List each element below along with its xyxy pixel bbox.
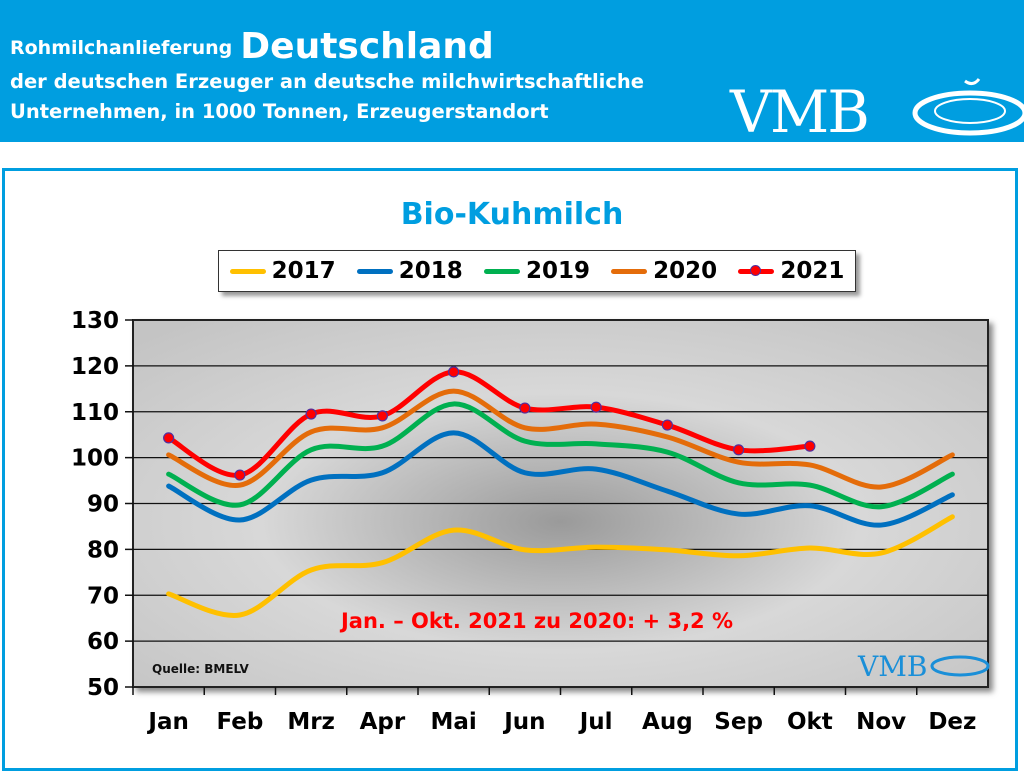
- series-line-2017: [166, 514, 955, 618]
- header-subtitle-2: Unternehmen, in 1000 Tonnen, Erzeugersta…: [10, 100, 549, 123]
- x-tick-label: Sep: [714, 709, 763, 735]
- legend-swatch: [229, 268, 266, 274]
- data-point-2021: [376, 410, 388, 422]
- legend: 2017 2018 2019 2020 2021: [218, 250, 856, 292]
- y-tick-label: 100: [71, 446, 119, 472]
- y-tick-label: 130: [71, 308, 119, 334]
- legend-item-2020: 2020: [611, 258, 717, 284]
- data-point-2021: [234, 469, 246, 481]
- y-tick-label: 110: [71, 400, 119, 426]
- x-tick-label: Jul: [578, 709, 613, 735]
- x-tick-label: Apr: [360, 709, 406, 735]
- y-tick-label: 50: [87, 675, 119, 701]
- legend-item-2018: 2018: [356, 258, 463, 284]
- data-point-2021: [733, 444, 745, 456]
- y-tick-label: 80: [87, 537, 119, 563]
- x-tick-label: Mai: [430, 709, 476, 735]
- x-tick-label: Jun: [502, 709, 545, 735]
- data-point-2021: [661, 419, 673, 431]
- legend-item-2017: 2017: [229, 258, 336, 284]
- x-tick-label: Feb: [216, 709, 263, 735]
- x-tick-label: Aug: [642, 709, 693, 735]
- legend-swatch: [356, 268, 393, 274]
- series-line-2018: [166, 430, 955, 528]
- data-point-2021: [163, 432, 175, 444]
- data-point-2021: [590, 401, 602, 413]
- legend-label: 2017: [271, 258, 336, 284]
- y-tick-label: 60: [87, 629, 119, 655]
- vmb-logo: VMB: [730, 78, 1024, 146]
- legend-label: 2021: [780, 258, 845, 284]
- legend-label: 2019: [525, 258, 590, 284]
- x-tick-label: Mrz: [287, 709, 335, 735]
- x-tick-label: Dez: [928, 709, 976, 735]
- chart-title: Bio-Kuhmilch: [400, 197, 624, 232]
- watermark-swirl-icon: [930, 655, 990, 677]
- legend-swatch: [611, 268, 648, 274]
- annotation: Jan. – Okt. 2021 zu 2020: + 3,2 %: [339, 609, 733, 633]
- header-banner: Rohmilchanlieferung Deutschland der deuts…: [0, 0, 1024, 146]
- source-label: Quelle: BMELV: [152, 662, 250, 676]
- header-title-big: Deutschland: [240, 26, 494, 67]
- data-point-2021: [305, 408, 317, 420]
- legend-item-2019: 2019: [483, 258, 590, 284]
- data-point-2021: [448, 366, 460, 378]
- legend-label: 2020: [653, 258, 718, 284]
- x-tick-label: Nov: [856, 709, 906, 735]
- vmb-logo-swirl-icon: [912, 78, 1024, 136]
- y-tick-label: 90: [87, 492, 119, 518]
- header-subtitle-1: der deutschen Erzeuger an deutsche milch…: [10, 70, 644, 93]
- data-point-2021: [519, 402, 531, 414]
- legend-swatch: [483, 268, 520, 274]
- legend-item-2021: 2021: [738, 258, 844, 284]
- y-tick-label: 120: [71, 354, 119, 380]
- x-tick-label: Jan: [146, 709, 188, 735]
- chart-frame: [2, 168, 1018, 771]
- legend-label: 2018: [398, 258, 463, 284]
- y-tick-label: 70: [87, 583, 119, 609]
- watermark-logo: VMB: [857, 650, 927, 683]
- series-line-2020: [166, 388, 955, 490]
- series-line-2019: [166, 401, 955, 510]
- header-title-small: Rohmilchanlieferung: [10, 37, 233, 59]
- data-point-2021: [804, 440, 816, 452]
- x-tick-label: Okt: [787, 709, 833, 735]
- header-title: Rohmilchanlieferung Deutschland: [10, 22, 494, 67]
- legend-swatch: [738, 264, 775, 276]
- series-line-2021: [166, 369, 813, 478]
